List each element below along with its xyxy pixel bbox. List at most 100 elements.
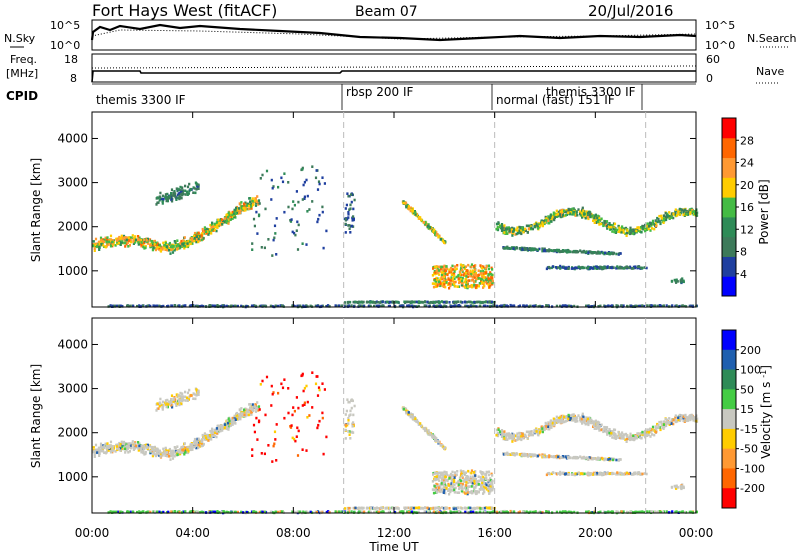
power-cell	[689, 213, 691, 216]
cpid-label: CPID	[6, 89, 38, 103]
power-cell	[589, 213, 591, 216]
power-cell	[144, 247, 146, 250]
power-cell	[386, 301, 388, 304]
velocity-cell	[217, 425, 219, 428]
velocity-cell	[274, 438, 276, 441]
power-cell	[441, 276, 443, 279]
power-colorbar-swatch	[722, 158, 736, 178]
power-cell	[128, 236, 130, 239]
power-cell	[495, 228, 497, 231]
power-cell	[124, 242, 126, 245]
velocity-cell	[254, 431, 256, 434]
power-cell	[446, 281, 448, 284]
power-cell	[349, 204, 351, 207]
power-cell	[119, 237, 121, 240]
velocity-cell	[435, 489, 437, 492]
power-cell	[505, 230, 507, 233]
power-cell	[436, 266, 438, 269]
velocity-cell	[194, 398, 196, 401]
velocity-cell	[485, 487, 487, 490]
power-cell	[441, 271, 443, 274]
power-cell	[454, 270, 456, 273]
power-cell	[271, 179, 273, 182]
power-cell	[224, 221, 226, 224]
velocity-cell	[258, 405, 260, 408]
power-cell	[304, 196, 306, 199]
nave-right-tick-bottom: 0	[706, 72, 713, 85]
power-cell	[594, 221, 596, 224]
velocity-cell	[441, 480, 443, 483]
velocity-cell	[457, 491, 459, 494]
power-cell	[419, 216, 421, 219]
velocity-cell	[349, 433, 351, 436]
power-cell	[389, 301, 391, 304]
power-cell	[350, 193, 352, 196]
power-cell	[413, 301, 415, 304]
velocity-cell	[163, 404, 165, 407]
power-cell	[485, 267, 487, 270]
power-cell	[238, 207, 240, 210]
power-cell	[481, 281, 483, 284]
velocity-cell	[448, 477, 450, 480]
power-cell	[508, 228, 510, 231]
power-cell	[441, 300, 443, 303]
velocity-cell	[488, 474, 490, 477]
velocity-cell	[156, 452, 158, 455]
power-cell	[196, 235, 198, 238]
power-cell	[585, 251, 587, 254]
power-cell	[615, 304, 617, 307]
power-cell	[536, 224, 538, 227]
velocity-cell	[659, 429, 661, 432]
velocity-cell	[461, 475, 463, 478]
power-cell	[457, 300, 459, 303]
power-cell	[166, 245, 168, 248]
power-cell	[155, 249, 157, 252]
cpid-mode-2: rbsp 200 IF	[346, 85, 413, 99]
velocity-cell	[155, 455, 157, 458]
velocity-cell	[261, 452, 263, 455]
power-cell	[582, 210, 584, 213]
velocity-cell	[325, 436, 327, 439]
power-cell	[632, 228, 634, 231]
power-cell	[226, 220, 228, 223]
power-cell	[406, 301, 408, 304]
power-cell	[680, 279, 682, 282]
power-cell	[445, 265, 447, 268]
velocity-cell	[256, 407, 258, 410]
velocity-cell	[346, 398, 348, 401]
power-cell	[307, 195, 309, 198]
power-cell	[677, 211, 679, 214]
velocity-cell	[291, 424, 293, 427]
velocity-cell	[462, 480, 464, 483]
velocity-cell	[321, 412, 323, 415]
power-cell	[611, 267, 613, 270]
power-cell	[616, 265, 618, 268]
power-cell	[283, 211, 285, 214]
power-cell	[204, 226, 206, 229]
power-cell	[545, 219, 547, 222]
power-cell	[273, 239, 275, 242]
velocity-cell	[352, 414, 354, 417]
power-cell	[581, 267, 583, 270]
power-cell	[663, 214, 665, 217]
velocity-cell	[520, 435, 522, 438]
power-cell	[471, 279, 473, 282]
power-cell	[301, 168, 303, 171]
velocity-cell	[492, 486, 494, 489]
power-cell	[126, 304, 128, 307]
velocity-cell	[473, 480, 475, 483]
velocity-cell	[270, 404, 272, 407]
power-cell	[201, 234, 203, 237]
velocity-cell	[466, 475, 468, 478]
power-cell	[462, 274, 464, 277]
power-cell	[527, 231, 529, 234]
velocity-cell	[176, 445, 178, 448]
power-cell	[280, 177, 282, 180]
velocity-cell	[282, 387, 284, 390]
power-cell	[190, 243, 192, 246]
power-cell	[258, 199, 260, 202]
power-cell	[530, 227, 532, 230]
power-cell	[465, 284, 467, 287]
power-cell	[466, 269, 468, 272]
